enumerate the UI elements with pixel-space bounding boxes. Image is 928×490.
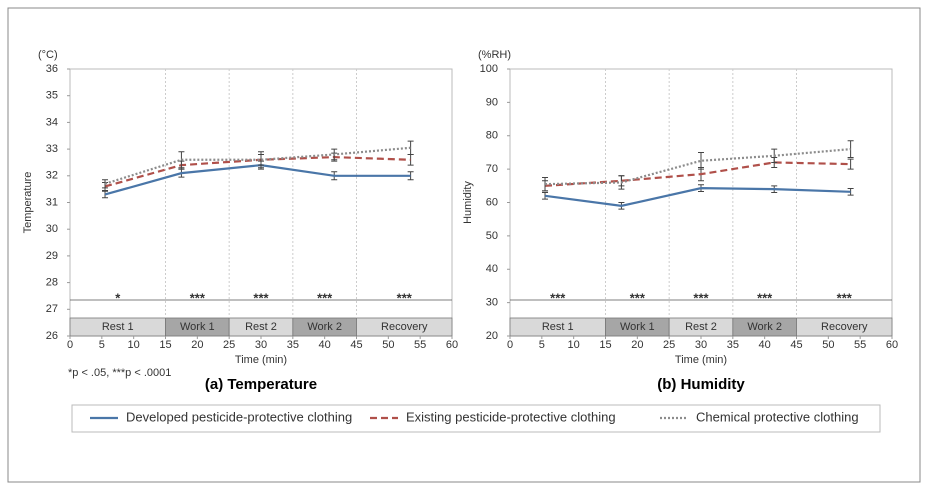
phase-band: [356, 317, 453, 337]
significance-label: ***: [317, 290, 333, 305]
error-bar: [847, 140, 854, 158]
significance-label: ***: [397, 290, 413, 305]
phase-label: Rest 2: [685, 321, 717, 333]
y-tick-label: 30: [486, 297, 498, 309]
legend-box: [71, 404, 881, 433]
phase-label: Work 1: [180, 321, 215, 333]
series: Developed pesticide-protective clothing: [542, 184, 854, 210]
y-tick-label: 28: [46, 277, 58, 289]
footnote: *p < .05, ***p < .0001: [68, 367, 171, 379]
x-tick-label: 20: [631, 339, 643, 351]
x-tick-label: 45: [350, 339, 362, 351]
error-bar: [407, 171, 414, 181]
error-bar: [258, 151, 264, 169]
legend-label: Chemical protective clothing: [696, 409, 859, 424]
x-tick-label: 15: [599, 339, 611, 351]
x-tick-label: 50: [382, 339, 394, 351]
significance-label: ***: [693, 290, 709, 305]
x-tick-label: 35: [727, 339, 739, 351]
series-line: Chemical protective clothing: [544, 148, 851, 186]
unit-label: (°C): [38, 49, 58, 61]
phase-label: Rest 1: [102, 321, 134, 333]
x-tick-label: 25: [223, 339, 235, 351]
x-tick-label: 10: [128, 339, 140, 351]
significance-label: *: [115, 290, 121, 305]
phase-label: Rest 2: [245, 321, 277, 333]
unit-label: (%RH): [478, 49, 511, 61]
y-tick-label: 70: [486, 163, 498, 175]
significance-label: ***: [190, 290, 206, 305]
y-tick-label: 100: [480, 63, 498, 75]
x-tick-label: 5: [99, 339, 105, 351]
y-tick-label: 33: [46, 143, 58, 155]
plot-frame: [69, 68, 453, 337]
phase-label: Work 2: [307, 321, 342, 333]
y-tick-label: 29: [46, 250, 58, 262]
series-line: Developed pesticide-protective clothing: [544, 187, 851, 207]
chart-title: (b) Humidity: [657, 376, 745, 393]
error-bar: [847, 158, 854, 170]
error-bar: [698, 151, 704, 170]
y-tick-label: 60: [486, 196, 498, 208]
x-tick-label: 40: [319, 339, 331, 351]
plot-frame: [509, 68, 893, 337]
y-tick-label: 31: [46, 196, 58, 208]
phase-label: Rest 1: [542, 321, 574, 333]
significance-label: ***: [253, 290, 269, 305]
significance-label: ***: [757, 290, 773, 305]
series-line: Existing pesticide-protective clothing: [544, 161, 851, 187]
significance-label: ***: [837, 290, 853, 305]
x-tick-label: 45: [790, 339, 802, 351]
y-tick-label: 36: [46, 63, 58, 75]
x-tick-label: 55: [414, 339, 426, 351]
series-line: [104, 146, 411, 185]
y-tick-label: 90: [486, 96, 498, 108]
x-tick-label: 60: [886, 339, 898, 351]
error-bar: [847, 187, 854, 196]
x-axis-label: Time (min): [675, 354, 727, 366]
x-tick-label: 40: [759, 339, 771, 351]
x-tick-label: 0: [507, 339, 513, 351]
y-tick-label: 26: [46, 330, 58, 342]
x-tick-label: 30: [695, 339, 707, 351]
phase-label: Recovery: [381, 321, 428, 333]
x-axis-label: Time (min): [235, 354, 287, 366]
phase-label: Work 1: [620, 321, 655, 333]
x-tick-label: 10: [568, 339, 580, 351]
chart-title: (a) Temperature: [205, 376, 317, 393]
phase-label: Recovery: [821, 321, 868, 333]
x-tick-label: 15: [159, 339, 171, 351]
x-tick-label: 55: [854, 339, 866, 351]
y-tick-label: 50: [486, 230, 498, 242]
x-tick-label: 35: [287, 339, 299, 351]
y-tick-label: 27: [46, 303, 58, 315]
significance-label: ***: [630, 290, 646, 305]
x-tick-label: 25: [663, 339, 675, 351]
x-tick-label: 30: [255, 339, 267, 351]
phase-band: [796, 317, 893, 337]
y-tick-label: 80: [486, 130, 498, 142]
series: [102, 140, 414, 189]
y-tick-label: 20: [486, 330, 498, 342]
x-tick-label: 20: [191, 339, 203, 351]
y-axis-label: Humidity: [462, 181, 474, 224]
x-tick-label: 60: [446, 339, 458, 351]
legend-label: Existing pesticide-protective clothing: [406, 409, 616, 424]
series: Chemical protective clothing: [542, 140, 854, 192]
x-tick-label: 5: [539, 339, 545, 351]
significance-label: ***: [550, 290, 566, 305]
phase-label: Work 2: [747, 321, 782, 333]
y-tick-label: 32: [46, 170, 58, 182]
legend-label: Developed pesticide-protective clothing: [126, 409, 352, 424]
y-tick-label: 34: [46, 116, 58, 128]
y-tick-label: 35: [46, 90, 58, 102]
error-bar: [407, 140, 414, 155]
y-tick-label: 30: [46, 223, 58, 235]
x-tick-label: 0: [67, 339, 73, 351]
x-tick-label: 50: [822, 339, 834, 351]
y-axis-label: Temperature: [22, 172, 34, 234]
y-tick-label: 40: [486, 263, 498, 275]
